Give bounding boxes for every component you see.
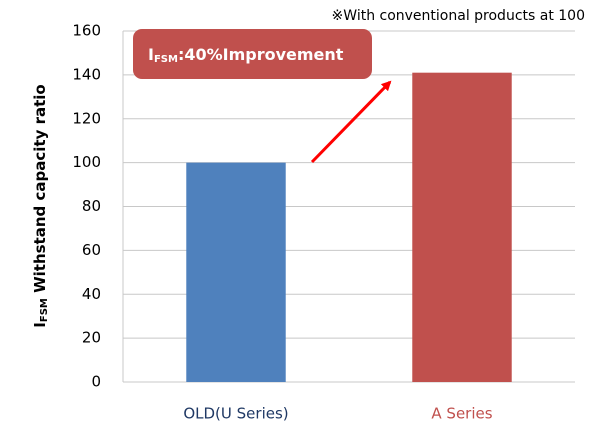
y-tick-label: 20 xyxy=(82,329,101,347)
bar xyxy=(412,72,512,383)
annotation: IFSM:40%Improvement xyxy=(148,45,344,66)
x-tick-label: OLD(U Series) xyxy=(183,405,288,423)
y-tick-label: 0 xyxy=(91,373,101,391)
annotation-box xyxy=(133,29,372,79)
annotation-text: I xyxy=(148,45,154,64)
y-label-text: Withstand capacity ratio xyxy=(31,84,49,298)
y-label-sub: FSM xyxy=(39,298,50,322)
y-axis-label: IFSM Withstand capacity ratio xyxy=(31,84,51,327)
y-tick-label: 40 xyxy=(82,285,101,303)
y-label-text: I xyxy=(31,322,49,328)
annotation-sub: FSM xyxy=(154,54,178,65)
annotation-text: :40%Improvement xyxy=(178,45,344,64)
y-tick-label: 60 xyxy=(82,241,101,259)
bar xyxy=(186,162,286,382)
y-tick-label: 120 xyxy=(72,109,101,127)
y-tick-label: 140 xyxy=(72,65,101,83)
y-tick-label: 160 xyxy=(72,22,101,40)
x-tick-label: A Series xyxy=(431,405,492,423)
y-tick-label: 80 xyxy=(82,197,101,215)
y-tick-label: 100 xyxy=(72,153,101,171)
arrow xyxy=(310,80,392,164)
note: ※With conventional products at 100 xyxy=(332,8,585,24)
